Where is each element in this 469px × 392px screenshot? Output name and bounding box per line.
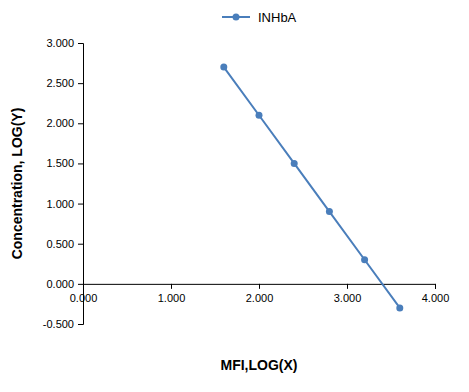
y-tick: 0.000 [46,278,83,290]
y-axis-line [78,44,84,325]
x-tick: 1.000 [158,284,186,304]
point [256,112,263,119]
point [291,160,298,167]
y-tick: -0.500 [43,318,83,330]
x-tick: 2.000 [246,284,274,304]
x-axis-title: MFI,LOG(X) [221,357,298,373]
y-tick: 1.000 [46,198,83,210]
y-tick: 3.000 [46,37,83,49]
x-tick-mark [259,284,260,289]
x-tick-mark [171,284,172,289]
y-tick-mark [78,204,83,205]
x-tick-mark [435,284,436,289]
y-axis-title: Concentration, LOG(Y) [9,108,25,260]
x-tick-label: 2.000 [246,292,274,304]
y-tick: 0.500 [46,238,83,250]
point [361,256,368,263]
x-tick-label: 4.000 [422,292,450,304]
y-tick-mark [78,284,83,285]
y-tick: 1.500 [46,157,83,169]
y-tick: 2.000 [46,117,83,129]
y-tick-mark [78,43,83,44]
legend-label: INHbA [258,10,297,25]
series-line [224,67,400,308]
chart: 0.000 1.000 2.000 3.000 4.000 -0.500 0.000 0.50… [0,0,469,392]
y-tick-mark [78,324,83,325]
point [220,64,227,71]
y-tick-label: 0.000 [46,278,74,290]
y-tick-mark [78,244,83,245]
y-tick-label: -0.500 [43,318,74,330]
x-tick-label: 3.000 [334,292,362,304]
plot-area [220,64,403,312]
point [396,304,403,311]
y-tick-label: 1.000 [46,198,74,210]
x-tick-mark [347,284,348,289]
y-tick-label: 2.500 [46,77,74,89]
y-tick-label: 3.000 [46,37,74,49]
x-axis: 0.0001.0002.0003.0004.000 [70,284,450,304]
y-tick-mark [78,123,83,124]
y-tick-mark [78,163,83,164]
x-tick-label: 1.000 [158,292,186,304]
y-tick-label: 2.000 [46,117,74,129]
legend-marker [233,14,240,21]
x-tick: 4.000 [422,284,450,304]
y-tick: 2.500 [46,77,83,89]
y-tick-label: 1.500 [46,157,74,169]
x-tick: 3.000 [334,284,362,304]
legend: INHbA [222,10,297,25]
point [326,208,333,215]
y-axis: -0.500 0.000 0.500 1.000 1.500 2.000 2.500 3.00… [43,37,84,330]
y-tick-mark [78,83,83,84]
y-tick-label: 0.500 [46,238,74,250]
